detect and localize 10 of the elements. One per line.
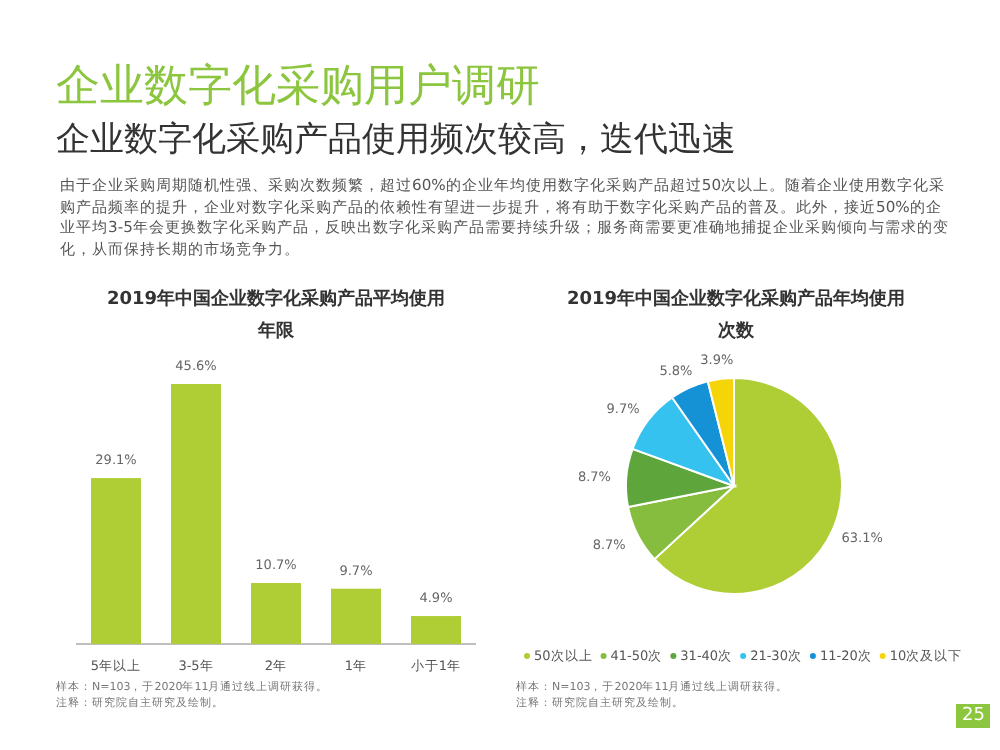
chart-title: 2019年中国企业数字化采购产品年均使用次数 [564, 286, 908, 346]
text: 25 [956, 704, 991, 728]
text: 企业数字化采购用户调研 [56, 60, 540, 116]
text: 企业数字化采购产品使用频次较高，迭代迅速 [56, 118, 736, 162]
bar [411, 616, 461, 644]
bar [171, 384, 221, 644]
bar [331, 588, 381, 644]
bar [91, 478, 141, 644]
chart-title: 2019年中国企业数字化采购产品平均使用年限 [104, 286, 448, 346]
bar [251, 582, 301, 644]
